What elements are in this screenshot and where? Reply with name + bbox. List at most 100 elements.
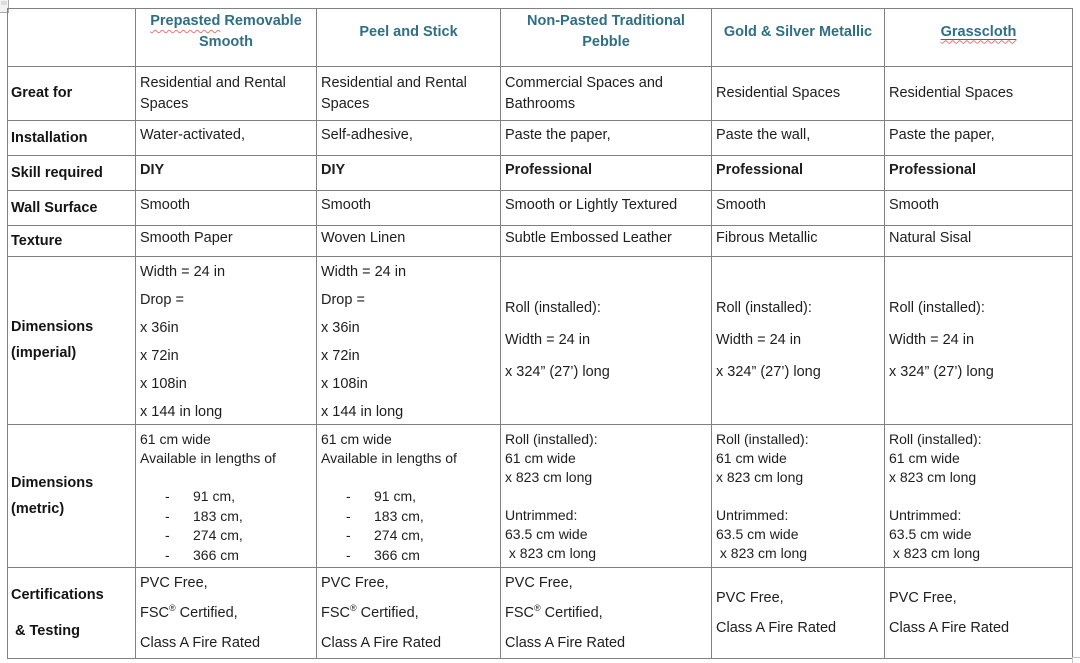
cell-paragraph: Class A Fire Rated bbox=[889, 619, 1010, 636]
cell-great-for-col4[interactable]: Residential Spaces bbox=[711, 66, 885, 121]
list-item-text: 274 cm, bbox=[374, 527, 424, 543]
cell-line: x 823 cm long bbox=[889, 545, 981, 561]
cell-paragraph: Smooth Paper bbox=[140, 230, 233, 246]
cell-line bbox=[140, 468, 312, 487]
cell-line: Untrimmed: bbox=[889, 507, 962, 523]
cell-paragraph: x 36in bbox=[321, 320, 360, 336]
cell-dim-metric-col2[interactable]: 61 cm wide Available in lengths of - 91 cm… bbox=[316, 424, 501, 568]
cell-line: x 823 cm long bbox=[716, 469, 804, 485]
cell-dim-imperial-col5[interactable]: Roll (installed): Width = 24 in x 324” (27… bbox=[884, 256, 1073, 425]
row-label-wall-surface[interactable]: Wall Surface bbox=[7, 190, 136, 226]
list-dash: - bbox=[346, 488, 351, 504]
row-label-installation[interactable]: Installation bbox=[7, 120, 136, 156]
table-row-dim-imperial: Dimensions (imperial) Width = 24 in Drop = x… bbox=[7, 256, 1073, 425]
column-header-non-pasted-traditional-pebble[interactable]: Non-Pasted Traditional Pebble bbox=[500, 8, 712, 67]
scrollbar-fragment[interactable] bbox=[0, 0, 9, 13]
row-label-dim-metric[interactable]: Dimensions (metric) bbox=[7, 424, 136, 568]
cell-wall-surface-col4[interactable]: Smooth bbox=[711, 190, 885, 226]
cell-line: Roll (installed): bbox=[716, 431, 809, 447]
cell-texture-col3[interactable]: Subtle Embossed Leather bbox=[500, 225, 712, 257]
cell-wall-surface-col1[interactable]: Smooth bbox=[135, 190, 317, 226]
cell-installation-col1[interactable]: Water-activated, bbox=[135, 120, 317, 156]
list-item-text: 183 cm, bbox=[193, 507, 243, 524]
dash-list-item: - 183 cm, bbox=[140, 507, 312, 527]
cell-dim-metric-col4[interactable]: Roll (installed): 61 cm wide x 823 cm long… bbox=[711, 424, 885, 568]
column-header-prepasted-removable-smooth[interactable]: Prepasted Removable Smooth bbox=[135, 8, 317, 67]
cell-texture-col4[interactable]: Fibrous Metallic bbox=[711, 225, 885, 257]
list-item-text: 91 cm, bbox=[374, 488, 417, 504]
row-label-skill-required[interactable]: Skill required bbox=[7, 155, 136, 191]
cell-paragraph: Smooth or Lightly Textured bbox=[505, 197, 678, 213]
cell-certifications-col1[interactable]: PVC Free, FSC® Certified, Class A Fire Rat… bbox=[135, 567, 317, 659]
cell-installation-col2[interactable]: Self-adhesive, bbox=[316, 120, 501, 156]
cell-paragraph: Smooth bbox=[716, 197, 766, 213]
cell-certifications-col4[interactable]: PVC Free, Class A Fire Rated bbox=[711, 567, 885, 659]
cell-certifications-col2[interactable]: PVC Free, FSC® Certified, Class A Fire Rat… bbox=[316, 567, 501, 659]
cell-paragraph: Width = 24 in bbox=[889, 332, 975, 348]
cell-great-for-col1[interactable]: Residential and Rental Spaces bbox=[135, 66, 317, 121]
cell-installation-col5[interactable]: Paste the paper, bbox=[884, 120, 1073, 156]
cell-paragraph: Width = 24 in bbox=[505, 332, 591, 348]
dash-list-item: - 366 cm bbox=[321, 546, 496, 566]
cell-paragraph: Commercial Spaces and Bathrooms bbox=[505, 74, 667, 112]
header-text-segment: Prepasted bbox=[150, 13, 221, 29]
column-header-grasscloth[interactable]: Grasscloth bbox=[884, 8, 1073, 67]
list-dash: - bbox=[346, 527, 351, 543]
cell-dim-metric-col5[interactable]: Roll (installed): 61 cm wide x 823 cm long… bbox=[884, 424, 1073, 568]
cell-paragraph: Fibrous Metallic bbox=[716, 230, 818, 246]
cell-wall-surface-col3[interactable]: Smooth or Lightly Textured bbox=[500, 190, 712, 226]
cell-great-for-col5[interactable]: Residential Spaces bbox=[884, 66, 1073, 121]
cell-paragraph: Roll (installed): bbox=[889, 300, 985, 316]
cell-line: 63.5 cm wide bbox=[505, 526, 588, 542]
row-label-texture[interactable]: Texture bbox=[7, 225, 136, 257]
cell-great-for-col2[interactable]: Residential and Rental Spaces bbox=[316, 66, 501, 121]
cell-great-for-col3[interactable]: Commercial Spaces and Bathrooms bbox=[500, 66, 712, 121]
cell-texture-col5[interactable]: Natural Sisal bbox=[884, 225, 1073, 257]
cell-paragraph: Self-adhesive, bbox=[321, 127, 413, 143]
table-row-skill-required: Skill required DIY DIY Professional Professi… bbox=[7, 155, 1073, 191]
dash-list-item: - 91 cm, bbox=[140, 487, 312, 507]
cell-paragraph: Width = 24 in bbox=[716, 332, 802, 348]
cell-skill-required-col3[interactable]: Professional bbox=[500, 155, 712, 191]
table-corner-cell[interactable] bbox=[7, 8, 136, 67]
registered-trademark-symbol: ® bbox=[534, 602, 541, 613]
cell-skill-required-col4[interactable]: Professional bbox=[711, 155, 885, 191]
cell-installation-col3[interactable]: Paste the paper, bbox=[500, 120, 712, 156]
row-label-great-for[interactable]: Great for bbox=[7, 66, 136, 121]
cell-dim-metric-col3[interactable]: Roll (installed): 61 cm wide x 823 cm long… bbox=[500, 424, 712, 568]
comparison-table: Prepasted Removable Smooth Peel and Stick… bbox=[7, 8, 1073, 659]
cell-texture-col2[interactable]: Woven Linen bbox=[316, 225, 501, 257]
table-header: Prepasted Removable Smooth Peel and Stick… bbox=[7, 8, 1073, 67]
row-label-dim-imperial[interactable]: Dimensions (imperial) bbox=[7, 256, 136, 425]
table-body: Great for Residential and Rental Spaces Re… bbox=[7, 66, 1073, 659]
cell-paragraph: Professional bbox=[889, 162, 977, 178]
cell-line: 63.5 cm wide bbox=[716, 526, 799, 542]
cell-dim-imperial-col2[interactable]: Width = 24 in Drop = x 36in x 72in x 108in x … bbox=[316, 256, 501, 425]
cell-dim-metric-col1[interactable]: 61 cm wide Available in lengths of - 91 cm… bbox=[135, 424, 317, 568]
table-row-great-for: Great for Residential and Rental Spaces Re… bbox=[7, 66, 1073, 121]
cell-installation-col4[interactable]: Paste the wall, bbox=[711, 120, 885, 156]
cell-certifications-col3[interactable]: PVC Free, FSC® Certified, Class A Fire Rat… bbox=[500, 567, 712, 659]
row-label-certifications[interactable]: Certifications & Testing bbox=[7, 567, 136, 659]
cell-wall-surface-col5[interactable]: Smooth bbox=[884, 190, 1073, 226]
cell-wall-surface-col2[interactable]: Smooth bbox=[316, 190, 501, 226]
cell-skill-required-col5[interactable]: Professional bbox=[884, 155, 1073, 191]
column-header-peel-and-stick[interactable]: Peel and Stick bbox=[316, 8, 501, 67]
cell-dim-imperial-col1[interactable]: Width = 24 in Drop = x 36in x 72in x 108in x … bbox=[135, 256, 317, 425]
cell-skill-required-col2[interactable]: DIY bbox=[316, 155, 501, 191]
table-row-certifications: Certifications & Testing PVC Free, FSC® Ce… bbox=[7, 567, 1073, 659]
cell-texture-col1[interactable]: Smooth Paper bbox=[135, 225, 317, 257]
cell-paragraph: Smooth bbox=[140, 197, 190, 213]
cell-skill-required-col1[interactable]: DIY bbox=[135, 155, 317, 191]
list-dash: - bbox=[165, 507, 170, 524]
cell-dim-imperial-col3[interactable]: Roll (installed): Width = 24 in x 324” (27… bbox=[500, 256, 712, 425]
column-header-gold-silver-metallic[interactable]: Gold & Silver Metallic bbox=[711, 8, 885, 67]
header-text-segment: Gold & Silver Metallic bbox=[723, 23, 873, 40]
cell-paragraph: Natural Sisal bbox=[889, 230, 972, 246]
cell-paragraph: x 108in bbox=[140, 376, 187, 392]
cell-paragraph: Smooth bbox=[321, 197, 371, 213]
cell-line: Roll (installed): bbox=[889, 431, 982, 447]
cell-line: Untrimmed: bbox=[716, 507, 789, 523]
cell-dim-imperial-col4[interactable]: Roll (installed): Width = 24 in x 324” (27… bbox=[711, 256, 885, 425]
cell-certifications-col5[interactable]: PVC Free, Class A Fire Rated bbox=[884, 567, 1073, 659]
